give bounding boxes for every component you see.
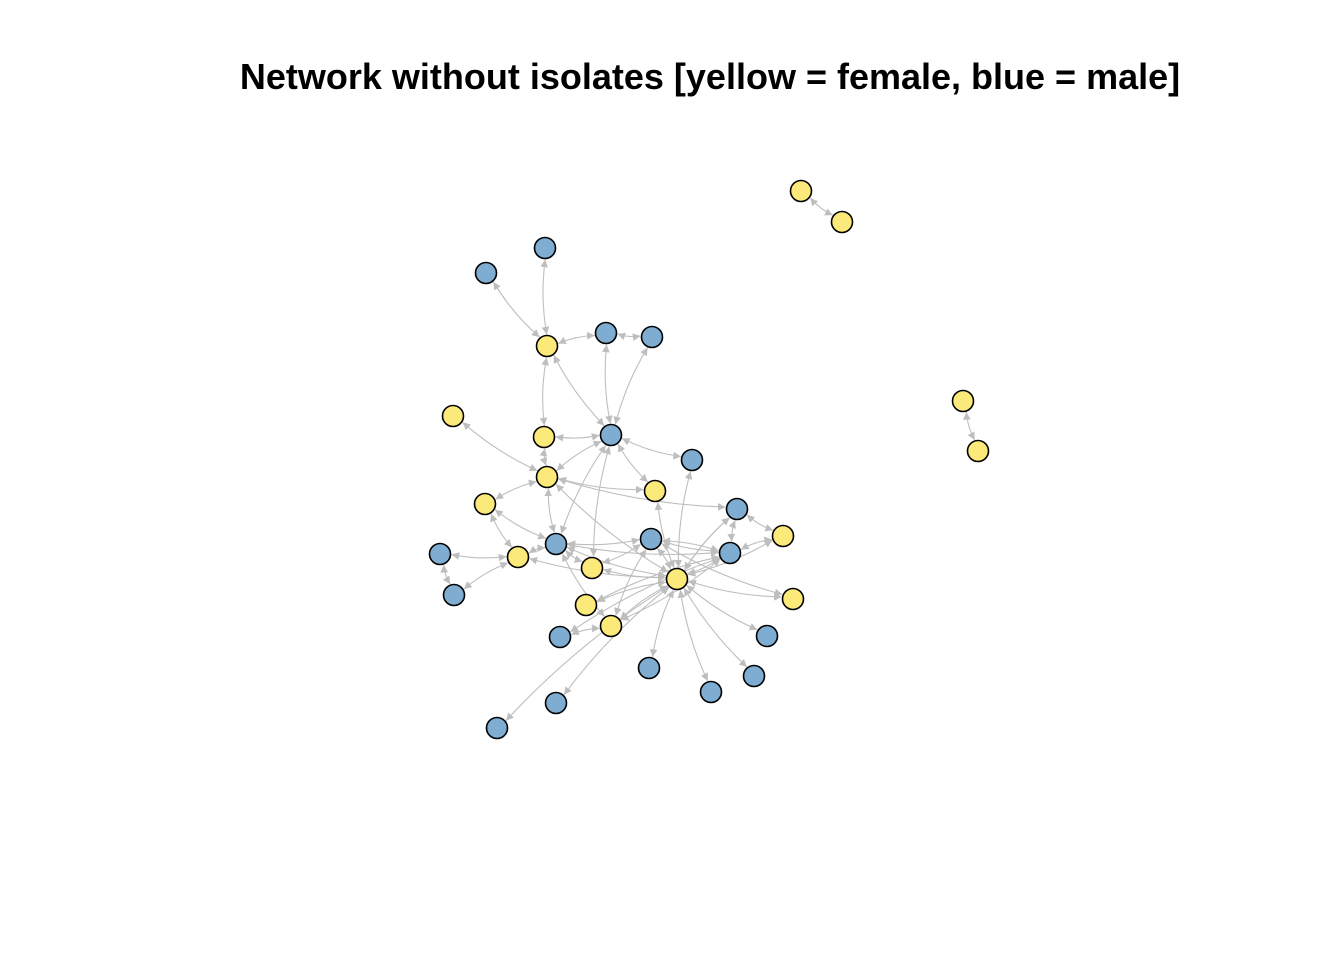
node-layer [428, 179, 990, 740]
edge-n7-n12 [553, 355, 605, 427]
edge-n26-n33 [649, 589, 674, 658]
edge-n24-n28 [740, 536, 773, 550]
edge-n11-n14 [539, 448, 548, 466]
edge-n12-n16 [617, 443, 649, 483]
edge-n25-n27 [614, 549, 647, 616]
node-n15-male [680, 448, 704, 472]
node-n31-male [742, 664, 766, 688]
edge-n22-n26 [603, 568, 666, 582]
edge-n14-n19 [544, 488, 556, 533]
edge-n27-n35 [570, 624, 600, 636]
edge-n1-n2 [809, 197, 834, 216]
edge-n14-n26 [555, 483, 669, 573]
node-n22-female [580, 556, 604, 580]
edge-n17-n19 [494, 509, 547, 540]
edge-n14-n20 [558, 477, 726, 511]
node-n23-male [442, 583, 466, 607]
node-n20-male [725, 497, 749, 521]
node-n12-male [599, 423, 623, 447]
edge-n21-n23 [463, 562, 509, 590]
node-n27-female [599, 614, 623, 638]
node-n25-male [639, 527, 663, 551]
edge-n12-n22 [589, 446, 611, 557]
plot-title: Network without isolates [yellow = femal… [239, 56, 1181, 97]
node-n9-male [640, 325, 664, 349]
edge-layer [440, 197, 976, 722]
edge-n26-n31 [683, 587, 748, 668]
node-n24-female [771, 524, 795, 548]
edge-n14-n17 [495, 479, 537, 500]
node-n16-female [643, 479, 667, 503]
edge-n10-n14 [462, 421, 538, 472]
node-n36-male [485, 716, 509, 740]
edge-n20-n24 [746, 514, 774, 532]
edge-n15-n26 [674, 471, 693, 568]
edge-n17-n21 [490, 513, 513, 548]
node-n37-male [544, 691, 568, 715]
edge-n26-n34 [596, 579, 666, 603]
edge-n3-n4 [963, 411, 976, 441]
node-n2-female [830, 210, 854, 234]
node-n4-female [966, 439, 990, 463]
edge-n6-n7 [492, 281, 540, 338]
node-n32-male [699, 680, 723, 704]
node-n33-male [637, 656, 661, 680]
node-n11-female [532, 425, 556, 449]
node-n6-male [474, 261, 498, 285]
node-n3-female [951, 389, 975, 413]
node-n17-female [473, 492, 497, 516]
node-n14-female [535, 465, 559, 489]
edge-n12-n14 [556, 440, 602, 472]
edge-n12-n15 [621, 437, 682, 460]
edge-n8-n9 [617, 332, 641, 341]
node-n34-female [574, 593, 598, 617]
node-n35-male [548, 625, 572, 649]
edge-n26-n30 [686, 584, 758, 631]
edge-n18-n21 [451, 552, 507, 562]
edge-n8-n12 [601, 344, 613, 424]
node-n28-male [718, 541, 742, 565]
edge-n19-n21 [528, 544, 546, 554]
edge-n18-n23 [440, 564, 451, 585]
edge-n25-n28 [662, 539, 719, 555]
node-n26-female [665, 567, 689, 591]
node-n1-female [789, 179, 813, 203]
edge-n20-n28 [727, 520, 736, 542]
node-n5-male [533, 236, 557, 260]
node-n21-female [506, 545, 530, 569]
edge-n5-n7 [540, 259, 550, 335]
node-n7-female [535, 334, 559, 358]
edge-n19-n22 [565, 550, 583, 563]
node-n30-male [755, 624, 779, 648]
edge-n8-n7 [557, 331, 595, 345]
node-n29-female [781, 587, 805, 611]
node-n8-male [594, 321, 618, 345]
edge-n7-n11 [539, 357, 549, 426]
node-n10-female [441, 404, 465, 428]
edge-n28-n25 [662, 537, 719, 553]
edge-n9-n12 [613, 347, 649, 425]
edge-n26-n29 [688, 579, 782, 601]
edge-n11-n12 [555, 433, 600, 442]
node-n19-male [544, 532, 568, 556]
node-n18-male [428, 542, 452, 566]
edge-n19-n25 [567, 537, 640, 549]
